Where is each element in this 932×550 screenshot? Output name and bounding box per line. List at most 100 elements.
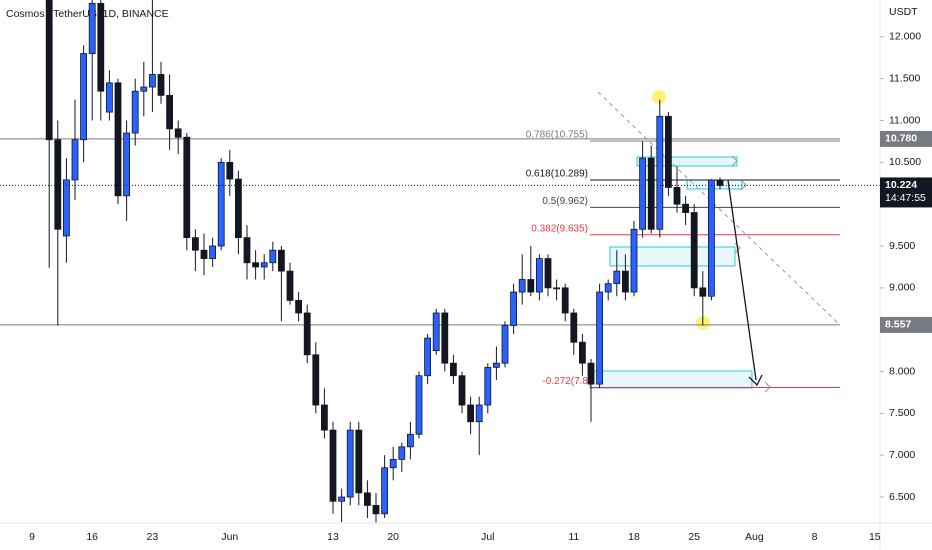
- candle-body: [656, 115, 664, 230]
- candle-body: [527, 279, 535, 293]
- zone: [609, 246, 736, 267]
- y-tick-label: 9.000: [889, 282, 915, 294]
- candle-body: [166, 94, 174, 130]
- candle-body: [277, 249, 285, 272]
- candle-body: [286, 270, 294, 301]
- candle-body: [587, 362, 595, 385]
- candle-body: [174, 128, 182, 138]
- candle-body: [346, 429, 354, 498]
- candle-body: [690, 212, 698, 289]
- candle-body: [329, 429, 337, 502]
- candle-body: [63, 179, 70, 237]
- candle-body: [475, 404, 483, 423]
- candle-body: [432, 312, 440, 352]
- last-price-label: 10.224: [885, 179, 917, 191]
- candle-body: [484, 366, 492, 406]
- x-tick-label: 16: [86, 531, 98, 543]
- fib-label: 0.786(10.755): [526, 130, 588, 141]
- plot: 0.786(10.755) 0.618(10.289) 0.5(9.962) 0.38…: [0, 0, 880, 523]
- candle-body: [579, 341, 586, 364]
- x-tick-label: 11: [568, 531, 579, 543]
- price-label: 8.557: [885, 319, 911, 331]
- chart-title: Cosmos / TetherUS, 1D, BINANCE: [6, 8, 169, 20]
- y-tick-label: 9.500: [889, 240, 915, 252]
- candle-body: [295, 300, 303, 314]
- x-tick-label: 23: [147, 531, 159, 543]
- candle-body: [106, 82, 113, 113]
- fib-label: -0.272(7.8: [542, 376, 588, 387]
- x-tick-label: Jul: [481, 531, 494, 543]
- candle-body: [54, 139, 62, 230]
- candle-body: [424, 337, 432, 377]
- candle-body: [183, 136, 191, 239]
- candle-body: [123, 132, 130, 197]
- axis-unit: USDT: [889, 6, 918, 18]
- y-tick-label: 12.000: [889, 31, 921, 43]
- candle-body: [381, 467, 389, 515]
- candle-body: [682, 203, 689, 213]
- fib-label: 0.618(10.289): [526, 169, 588, 180]
- candle-body: [312, 354, 320, 406]
- candle-body: [363, 492, 371, 506]
- candle-body: [639, 157, 646, 230]
- last-price-box: [880, 177, 932, 208]
- candle-body: [536, 258, 543, 293]
- candle-body: [398, 446, 406, 460]
- x-tick-label: 20: [387, 531, 399, 543]
- y-tick-label: 6.500: [889, 491, 915, 503]
- candle-body: [88, 2, 96, 54]
- fib-label: 0.382(9.635): [531, 223, 588, 234]
- y-tick-label: 8.000: [889, 365, 915, 377]
- candle-body: [561, 287, 569, 314]
- candle-body: [441, 312, 449, 364]
- x-tick-label: 13: [327, 531, 339, 543]
- price-label-box: [880, 130, 932, 147]
- y-tick-label: 7.000: [889, 449, 915, 461]
- candle-body: [673, 187, 681, 205]
- candle-body: [415, 375, 423, 435]
- candle-body: [252, 262, 260, 268]
- candle-body: [699, 287, 707, 297]
- candle-body: [372, 505, 380, 515]
- x-tick-label: 25: [688, 531, 700, 543]
- candle-body: [604, 283, 612, 293]
- zone: [589, 370, 753, 389]
- candle-body: [708, 179, 715, 297]
- candle-body: [518, 279, 526, 293]
- candle-body: [148, 74, 156, 88]
- candle-body: [243, 237, 251, 264]
- drawings: [727, 179, 763, 387]
- candle-body: [467, 404, 475, 423]
- candle-body: [665, 115, 672, 188]
- candle-body: [140, 86, 148, 92]
- countdown: 14:47:55: [885, 192, 926, 204]
- drawings: [589, 90, 841, 393]
- candle-body: [355, 429, 363, 494]
- candle-body: [131, 90, 139, 134]
- candle-body: [191, 237, 199, 251]
- candle-body: [97, 2, 105, 92]
- candle-body: [613, 270, 621, 285]
- y-tick-label: 7.500: [889, 407, 915, 419]
- candle-body: [647, 157, 655, 230]
- y-tick-label: 11.500: [889, 72, 920, 84]
- candle-body: [269, 249, 277, 264]
- y-tick-label: 10.500: [889, 156, 921, 168]
- zone-arrow: [740, 179, 747, 191]
- x-tick-label: Jun: [221, 531, 238, 543]
- candle-body: [501, 325, 509, 364]
- candle-body: [71, 139, 79, 181]
- forecast-arrowhead: [748, 374, 763, 387]
- candle-body: [114, 82, 122, 197]
- candle-body: [406, 433, 414, 448]
- x-tick-label: 15: [869, 531, 881, 543]
- x-tick-label: Aug: [745, 531, 764, 543]
- candle-body: [389, 459, 397, 469]
- candle-body: [226, 161, 234, 180]
- candle-body: [492, 362, 500, 368]
- price-label-box: [880, 316, 932, 333]
- forecast-arrow: [727, 179, 757, 381]
- time-axis: [0, 523, 932, 550]
